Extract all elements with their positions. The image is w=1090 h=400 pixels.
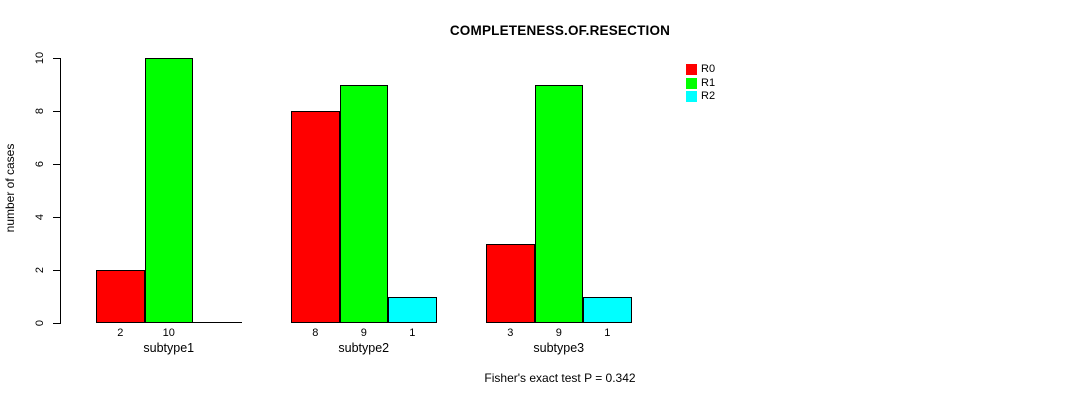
bar-value-label-R1-subtype2: 9 <box>360 327 367 339</box>
bar-R1-subtype1 <box>144 58 193 323</box>
bar-value-label-R0-subtype2: 8 <box>312 327 319 339</box>
bar-R1-subtype2 <box>339 84 388 323</box>
bar-value-label-R2-subtype3: 1 <box>604 327 611 339</box>
legend-swatch-r1 <box>686 77 697 89</box>
legend-swatch-r2 <box>686 91 697 102</box>
bar-R0-subtype2 <box>291 111 340 323</box>
legend-label-r1: R1 <box>701 76 716 89</box>
y-axis-line <box>60 58 61 324</box>
bar-R0-subtype3 <box>486 243 535 323</box>
y-tick-label: 8 <box>34 107 46 115</box>
chart-title: COMPLETENESS.OF.RESECTION <box>449 23 671 38</box>
y-tick <box>53 323 60 324</box>
y-tick <box>53 217 60 218</box>
y-tick <box>53 270 60 271</box>
y-tick-label: 10 <box>34 51 46 65</box>
bar-value-label-R2-subtype2: 1 <box>409 327 416 339</box>
category-label-subtype2: subtype2 <box>338 341 390 355</box>
bar-R2-subtype3 <box>583 296 632 323</box>
bar-value-label-R1-subtype1: 10 <box>162 327 175 339</box>
y-tick-label: 4 <box>34 213 46 221</box>
legend-label-r0: R0 <box>701 63 716 75</box>
category-label-subtype3: subtype3 <box>533 341 585 355</box>
bar-R2-subtype2 <box>388 296 437 323</box>
bar-value-label-R0-subtype1: 2 <box>117 327 124 339</box>
category-label-subtype1: subtype1 <box>143 341 195 355</box>
y-tick <box>53 58 60 59</box>
y-tick-label: 0 <box>34 319 46 327</box>
legend-swatch-r0 <box>686 64 697 75</box>
y-tick-label: 2 <box>34 266 46 274</box>
y-tick <box>53 164 60 165</box>
annotation-fisher-test: Fisher's exact test P = 0.342 <box>484 371 636 385</box>
bar-value-label-R1-subtype3: 9 <box>555 327 562 339</box>
bar-R1-subtype3 <box>534 84 583 323</box>
y-axis-label: number of cases <box>3 143 17 233</box>
y-tick <box>53 111 60 112</box>
bar-value-label-R0-subtype3: 3 <box>507 327 514 339</box>
y-tick-label: 6 <box>34 160 46 168</box>
bar-R0-subtype1 <box>96 270 145 323</box>
legend-label-r2: R2 <box>701 90 716 102</box>
bar-R2-subtype1-zero <box>193 322 242 323</box>
